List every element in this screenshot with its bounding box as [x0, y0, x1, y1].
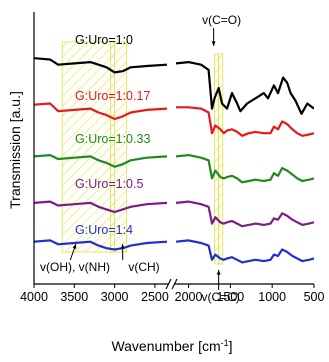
highlight-region-4: [218, 53, 224, 265]
series-line-left-5: [34, 239, 167, 251]
axis-break-mark-1: [165, 278, 172, 290]
series-line-left-2: [34, 102, 167, 121]
series-line-right-4: [176, 200, 314, 228]
series-line-left-3: [34, 154, 167, 168]
highlight-region-2: [110, 41, 128, 253]
x-tick-label: 4000: [20, 290, 48, 304]
x-tick-label: 2500: [141, 290, 169, 304]
series-line-right-3: [176, 154, 314, 184]
x-tick-label: 3000: [101, 290, 129, 304]
x-axis-title-close: ]: [229, 338, 233, 354]
annotation-label: v(CH): [128, 260, 159, 274]
x-axis-title-superscript: -1: [221, 338, 229, 348]
annotation-arrow-head: [216, 270, 221, 275]
x-tick-label: 2000: [175, 290, 203, 304]
series-line-right-5: [176, 239, 314, 264]
annotation-label: v(C=O): [202, 13, 241, 27]
x-tick-label: 3500: [60, 290, 88, 304]
axis-break-mark-2: [171, 278, 178, 290]
annotation-arrow-head: [211, 41, 216, 46]
x-tick-label: 500: [304, 290, 325, 304]
series-label: G:Uro=1:0.5: [75, 177, 143, 191]
x-tick-label: 1000: [258, 290, 286, 304]
x-axis-title: Wavenumber [cm-1]: [111, 338, 232, 354]
annotation-label: v(C=C): [201, 290, 239, 304]
series-label: G:Uro=1:0.17: [75, 89, 150, 103]
highlight-region-1: [61, 41, 116, 253]
annotation-arrow-head: [120, 244, 125, 249]
highlight-region-3: [214, 53, 220, 265]
series-label: G:Uro=1:4: [75, 223, 133, 237]
series-line-right-1: [176, 60, 314, 115]
series-label: G:Uro=1:0: [75, 33, 133, 47]
series-line-left-4: [34, 200, 167, 214]
y-axis-title: Transmission [a.u.]: [7, 91, 23, 209]
x-tick-label: 1500: [216, 290, 244, 304]
series-line-left-1: [34, 57, 167, 74]
series-label: G:Uro=1:0.33: [75, 132, 150, 146]
series-line-right-2: [176, 106, 314, 137]
annotation-arrow-head: [72, 244, 77, 249]
annotation-label: v(OH), v(NH): [40, 260, 110, 274]
